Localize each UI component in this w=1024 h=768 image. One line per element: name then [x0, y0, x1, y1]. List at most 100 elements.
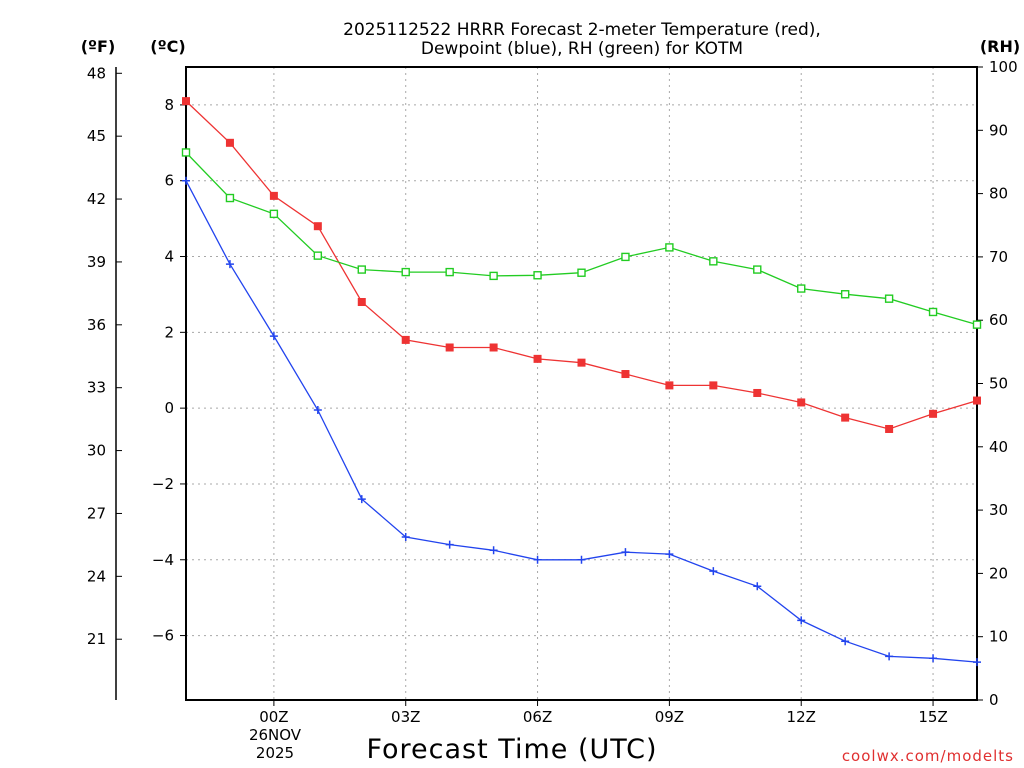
temperature-point: [753, 388, 762, 397]
fahrenheit-tick-label: 45: [87, 127, 106, 145]
temperature-point: [577, 358, 586, 367]
dewpoint-point: [225, 260, 234, 269]
rh-point: [181, 148, 191, 157]
dewpoint-point: [489, 546, 498, 555]
celsius-tick-label: 6: [164, 172, 174, 190]
rh-point: [753, 265, 762, 274]
dewpoint-point: [445, 540, 454, 549]
rh-tick-label: 80: [989, 185, 1008, 203]
series-dewpoint: [182, 176, 981, 667]
fahrenheit-tick-label: 36: [87, 316, 106, 334]
rh-tick-label: 100: [989, 58, 1018, 76]
fahrenheit-tick-label: 33: [87, 379, 106, 397]
x-tick-label: 12Z: [787, 708, 816, 726]
rh-point: [489, 271, 498, 281]
rh-tick-label: 0: [989, 691, 999, 709]
celsius-tick-label: 2: [164, 323, 174, 341]
grid-lines: [186, 67, 977, 700]
rh-tick-label: 40: [989, 438, 1008, 456]
celsius-unit-label: (ºC): [150, 37, 185, 56]
series-rh: [181, 148, 982, 329]
fahrenheit-tick-label: 42: [87, 190, 106, 208]
date-label-day: 26NOV: [249, 726, 302, 744]
x-tick-label: 00Z: [259, 708, 288, 726]
rh-line: [185, 152, 978, 326]
celsius-tick-label: −2: [152, 475, 174, 493]
rh-point: [840, 290, 850, 299]
dewpoint-point: [269, 332, 278, 341]
temperature-point: [929, 409, 938, 418]
dewpoint-point: [357, 495, 366, 504]
rh-point: [445, 267, 454, 277]
temperature-point: [225, 138, 234, 147]
rh-point: [884, 294, 894, 303]
temperature-point: [885, 424, 894, 433]
celsius-tick-label: 0: [164, 399, 174, 417]
fahrenheit-unit-label: (ºF): [81, 37, 116, 56]
fahrenheit-tick-label: 30: [87, 442, 106, 460]
axes: [115, 66, 983, 706]
temperature-point: [357, 298, 366, 307]
dewpoint-point: [885, 652, 894, 661]
dewpoint-point: [797, 616, 806, 625]
dewpoint-point: [313, 406, 322, 415]
temperature-point: [621, 370, 630, 379]
temperature-point: [797, 398, 806, 407]
rh-tick-label: 30: [989, 501, 1008, 519]
date-label-year: 2025: [256, 744, 294, 762]
x-tick-label: 06Z: [523, 708, 552, 726]
fahrenheit-tick-label: 27: [87, 504, 106, 522]
celsius-tick-label: 8: [164, 96, 174, 114]
credit-text: coolwx.com/modelts: [842, 747, 1014, 765]
rh-point: [269, 209, 279, 219]
rh-point: [797, 284, 806, 293]
plot-frame: [185, 66, 978, 701]
celsius-tick-label: 4: [164, 248, 174, 266]
fahrenheit-tick-label: 39: [87, 253, 106, 271]
rh-tick-label: 20: [989, 564, 1008, 582]
temperature-point: [313, 222, 322, 231]
x-tick-label: 15Z: [918, 708, 947, 726]
celsius-tick-label: −4: [152, 551, 174, 569]
fahrenheit-tick-label: 21: [87, 630, 106, 648]
temperature-point: [709, 381, 718, 390]
dewpoint-point: [665, 550, 674, 559]
temperature-point: [401, 335, 410, 344]
x-axis-title: Forecast Time (UTC): [366, 734, 657, 765]
rh-point: [401, 267, 410, 277]
rh-point: [577, 268, 586, 277]
rh-tick-label: 70: [989, 248, 1008, 266]
chart-title-line-1: 2025112522 HRRR Forecast 2-meter Tempera…: [343, 20, 821, 40]
series-temperature: [182, 97, 981, 433]
x-tick-label: 03Z: [391, 708, 420, 726]
rh-point: [621, 252, 630, 262]
rh-point: [972, 320, 982, 329]
rh-tick-label: 10: [989, 628, 1008, 646]
celsius-tick-label: −6: [152, 627, 174, 645]
rh-point: [533, 271, 542, 280]
temperature-point: [445, 343, 454, 352]
temperature-point: [841, 413, 850, 422]
rh-point: [665, 243, 674, 252]
rh-tick-label: 50: [989, 375, 1008, 393]
dewpoint-point: [621, 548, 630, 557]
temperature-point: [973, 396, 981, 405]
rh-point: [709, 257, 718, 266]
rh-tick-label: 60: [989, 311, 1008, 329]
temperature-point: [269, 191, 278, 200]
dewpoint-point: [182, 176, 190, 185]
temperature-point: [182, 97, 190, 106]
dewpoint-point: [841, 637, 850, 646]
temperature-point: [533, 354, 542, 363]
x-tick-label: 09Z: [655, 708, 684, 726]
fahrenheit-tick-label: 24: [87, 567, 106, 585]
dewpoint-point: [709, 567, 718, 576]
temperature-point: [489, 343, 498, 352]
rh-tick-label: 90: [989, 121, 1008, 139]
temperature-point: [665, 381, 674, 390]
dewpoint-point: [533, 555, 542, 564]
dewpoint-point: [753, 582, 762, 591]
chart-title-line-2: Dewpoint (blue), RH (green) for KOTM: [421, 39, 743, 59]
data-series: [181, 97, 982, 667]
